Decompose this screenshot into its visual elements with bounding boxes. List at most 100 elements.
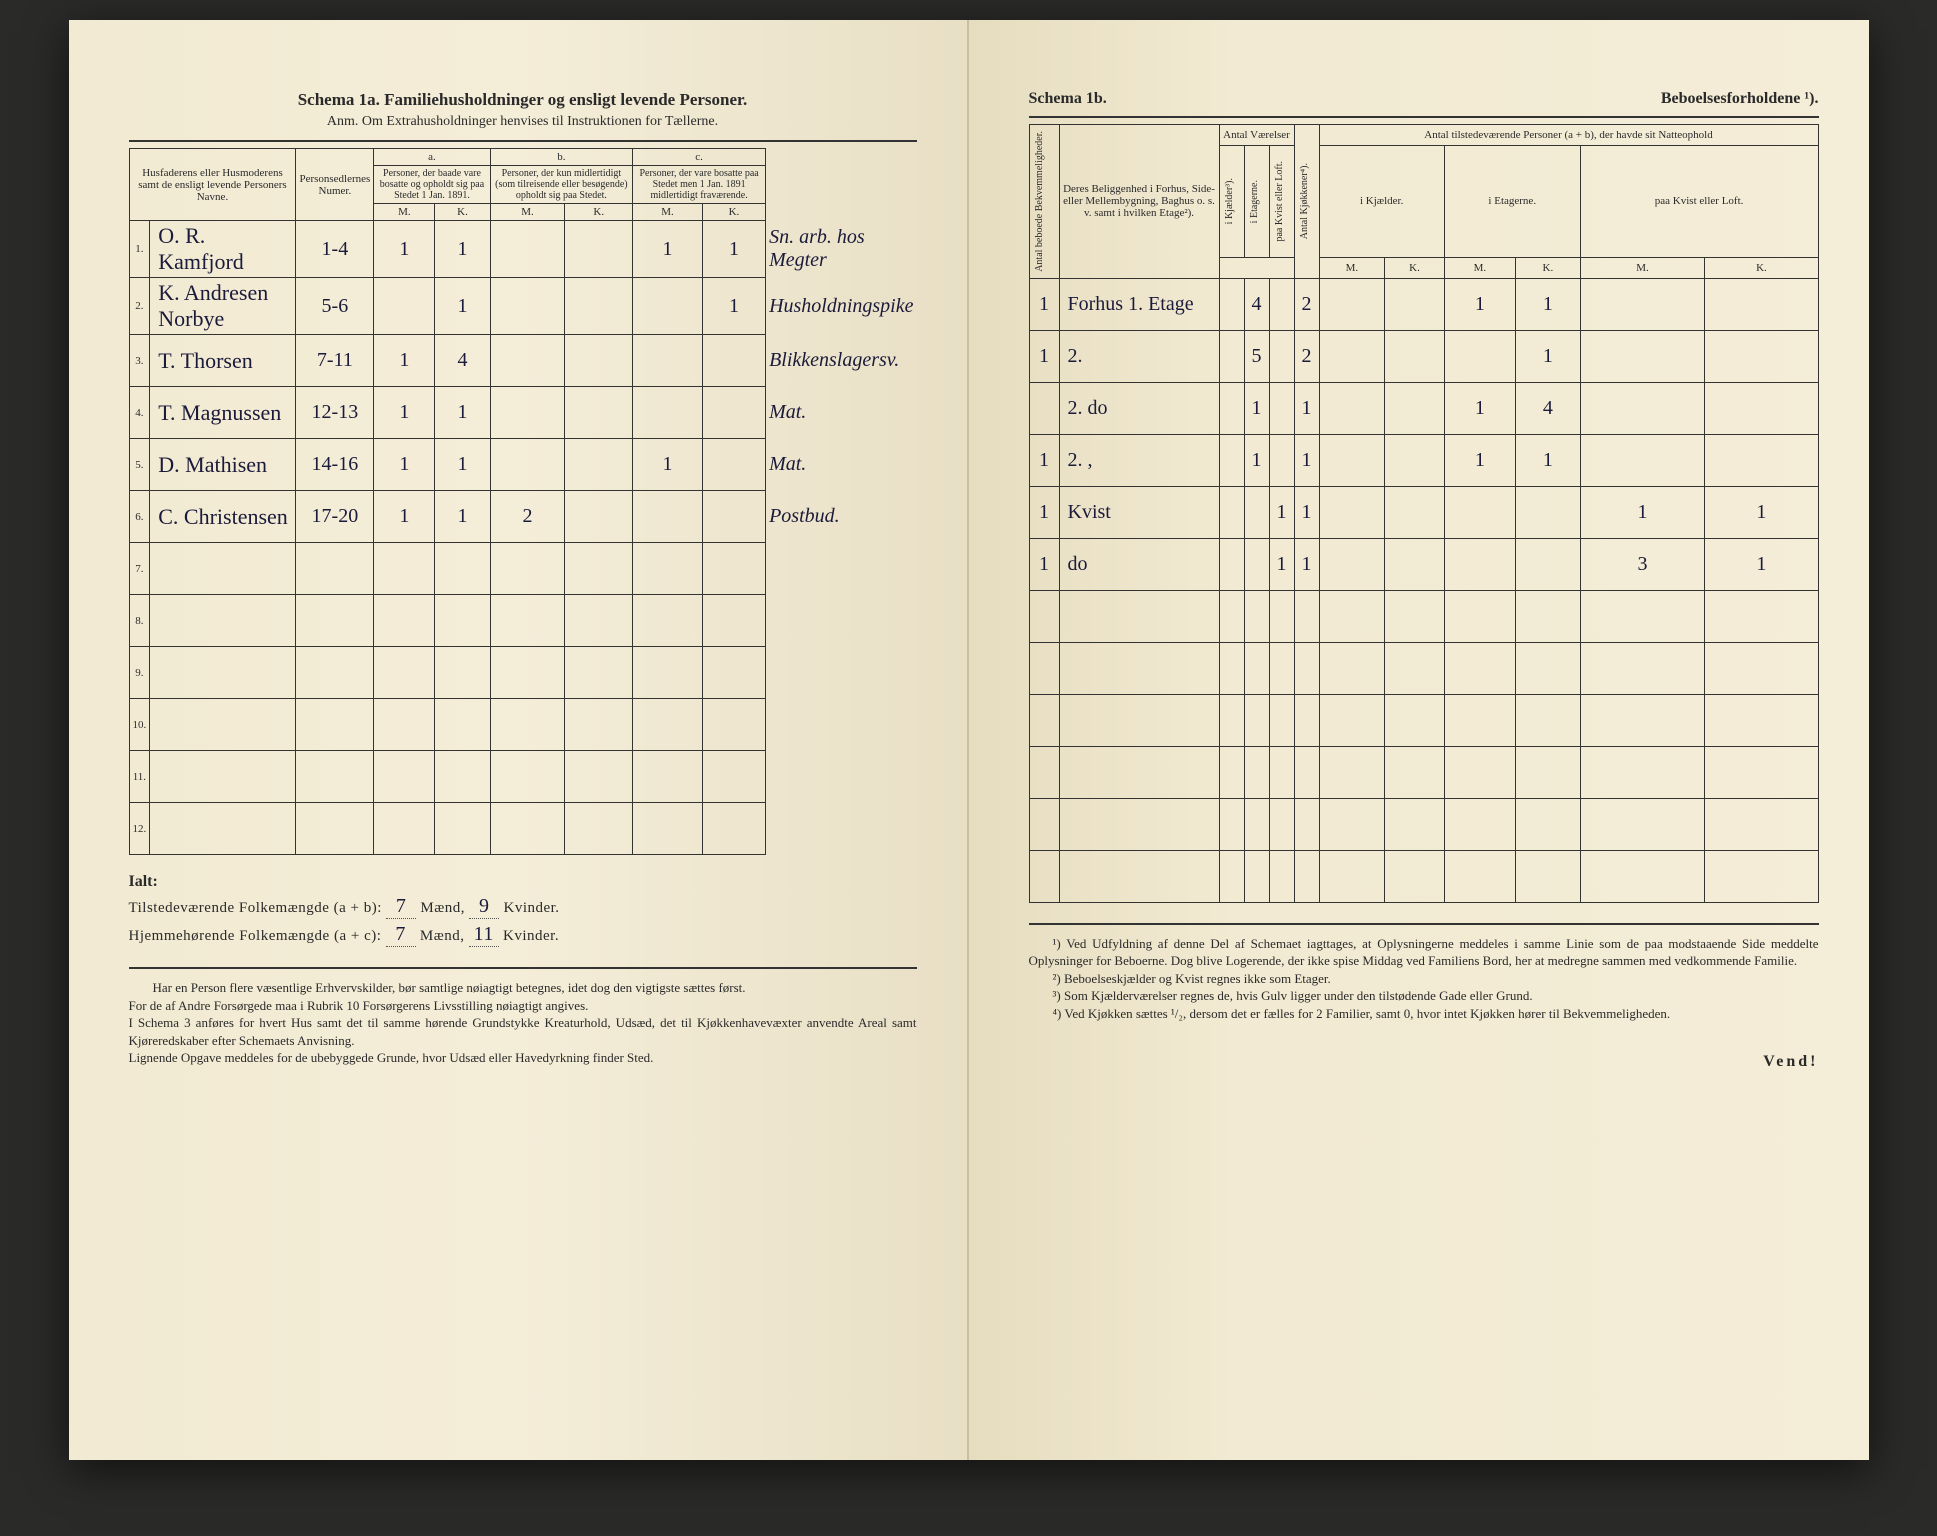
te-m: M.: [1444, 258, 1515, 279]
household-name: T. Magnussen: [150, 387, 296, 439]
table-row-empty: [1029, 694, 1818, 746]
kjok-val: 2: [1294, 330, 1319, 382]
table-row: 3.T. Thorsen7-1114Blikkenslagersv.: [129, 335, 917, 387]
rule: [129, 140, 917, 142]
col-belig: Deres Beliggenhed i Forhus, Side- eller …: [1059, 125, 1219, 279]
table-row-empty: [1029, 642, 1818, 694]
table-row-empty: 9.: [129, 647, 917, 699]
tv-k-val: [1705, 278, 1818, 330]
table-row: 1Forhus 1. Etage4211: [1029, 278, 1818, 330]
a-m-val: 1: [374, 387, 435, 439]
te-k-val: 1: [1516, 330, 1581, 382]
c-m-val: [633, 387, 703, 439]
person-numbers: 7-11: [296, 335, 374, 387]
right-footnotes: ¹) Ved Udfyldning af denne Del af Schema…: [1029, 935, 1819, 1023]
foot-rule: [129, 967, 917, 969]
b-m-val: 2: [490, 491, 565, 543]
schema-1b-table: Antal beboede Bekvemmeligheder. Deres Be…: [1029, 124, 1819, 903]
kj-val: [1219, 486, 1244, 538]
te-k-val: [1516, 486, 1581, 538]
t-kvist: paa Kvist eller Loft.: [1580, 145, 1818, 258]
rule-r: [1029, 116, 1819, 118]
a-m-val: 1: [374, 439, 435, 491]
person-numbers: 17-20: [296, 491, 374, 543]
census-book: Schema 1a. Familiehusholdninger og ensli…: [69, 20, 1869, 1460]
table-row-empty: 8.: [129, 595, 917, 647]
tv-m-val: [1580, 278, 1705, 330]
c-m-val: 1: [633, 439, 703, 491]
tv-k-val: [1705, 330, 1818, 382]
table-row: 1do1131: [1029, 538, 1818, 590]
b-m-val: [490, 439, 565, 491]
summary-hjemme: Hjemmehørende Folkemængde (a + c): 7 Mæn…: [129, 923, 917, 947]
left-page: Schema 1a. Familiehusholdninger og ensli…: [69, 20, 969, 1460]
table-row-empty: [1029, 850, 1818, 902]
bekv-val: 1: [1029, 538, 1059, 590]
b-m-val: [490, 335, 565, 387]
col-vaer: Antal Værelser: [1219, 125, 1294, 146]
row-number: 7.: [129, 543, 150, 595]
c-k-val: 1: [702, 278, 765, 335]
bekv-val: 1: [1029, 486, 1059, 538]
tk-m-val: [1319, 538, 1385, 590]
left-foot-text: Har en Person flere væsentlige Erhvervsk…: [129, 979, 917, 1067]
te-m-val: 1: [1444, 434, 1515, 486]
household-name: K. Andresen Norbye: [150, 278, 296, 335]
row-number: 8.: [129, 595, 150, 647]
occupation-note: Blikkenslagersv.: [766, 335, 917, 387]
summary2-k: 11: [469, 923, 499, 947]
person-numbers: 1-4: [296, 221, 374, 278]
foot2: ²) Beboelseskjælder og Kvist regnes ikke…: [1029, 970, 1819, 988]
tk-m: M.: [1319, 258, 1385, 279]
left-footnote: Har en Person flere væsentlige Erhvervsk…: [129, 979, 917, 1067]
t-etag: i Etagerne.: [1444, 145, 1580, 258]
row-number: 5.: [129, 439, 150, 491]
tk-k-val: [1385, 330, 1445, 382]
table-row-empty: 12.: [129, 803, 917, 855]
tv-m-val: 3: [1580, 538, 1705, 590]
col-a-text: Personer, der baade vare bosatte og opho…: [374, 166, 490, 204]
tk-k-val: [1385, 486, 1445, 538]
et-val: 5: [1244, 330, 1269, 382]
kj-val: [1219, 538, 1244, 590]
tk-m-val: [1319, 382, 1385, 434]
right-header: Schema 1b. Beboelsesforholdene ¹).: [1029, 90, 1819, 108]
et-val: 1: [1244, 434, 1269, 486]
schema-1a-table: Husfaderens eller Husmoderens samt de en…: [129, 148, 917, 855]
a-k-val: 1: [435, 221, 490, 278]
belig-val: 2.: [1059, 330, 1219, 382]
household-name: D. Mathisen: [150, 439, 296, 491]
row-number: 2.: [129, 278, 150, 335]
ialt-label: Ialt:: [129, 873, 917, 891]
a-m-val: 1: [374, 335, 435, 387]
col-b-text: Personer, der kun midlertidigt (som tilr…: [490, 166, 633, 204]
table-row: 12. ,1111: [1029, 434, 1818, 486]
household-name: C. Christensen: [150, 491, 296, 543]
belig-val: Forhus 1. Etage: [1059, 278, 1219, 330]
kjok-val: 1: [1294, 538, 1319, 590]
table-row-empty: [1029, 746, 1818, 798]
kjok-val: 2: [1294, 278, 1319, 330]
belig-val: 2. ,: [1059, 434, 1219, 486]
te-k-val: 1: [1516, 434, 1581, 486]
t-kjael: i Kjælder.: [1319, 145, 1444, 258]
c-k-val: 1: [702, 221, 765, 278]
table-row: 1.O. R. Kamfjord1-41111Sn. arb. hos Megt…: [129, 221, 917, 278]
a-k-val: 1: [435, 387, 490, 439]
schema-1a-note: Anm. Om Extrahusholdninger henvises til …: [129, 114, 917, 130]
tk-k-val: [1385, 382, 1445, 434]
v-kjael: i Kjælder³).: [1223, 174, 1236, 228]
foot3: ³) Som Kjælderværelser regnes de, hvis G…: [1029, 987, 1819, 1005]
te-k: K.: [1516, 258, 1581, 279]
person-numbers: 12-13: [296, 387, 374, 439]
c-k-val: [702, 387, 765, 439]
row-number: 1.: [129, 221, 150, 278]
kjok-val: 1: [1294, 434, 1319, 486]
kv-val: [1269, 330, 1294, 382]
tk-k: K.: [1385, 258, 1445, 279]
tk-k-val: [1385, 434, 1445, 486]
a-k-val: 1: [435, 491, 490, 543]
tk-m-val: [1319, 278, 1385, 330]
person-numbers: 5-6: [296, 278, 374, 335]
b-m: M.: [490, 204, 565, 221]
